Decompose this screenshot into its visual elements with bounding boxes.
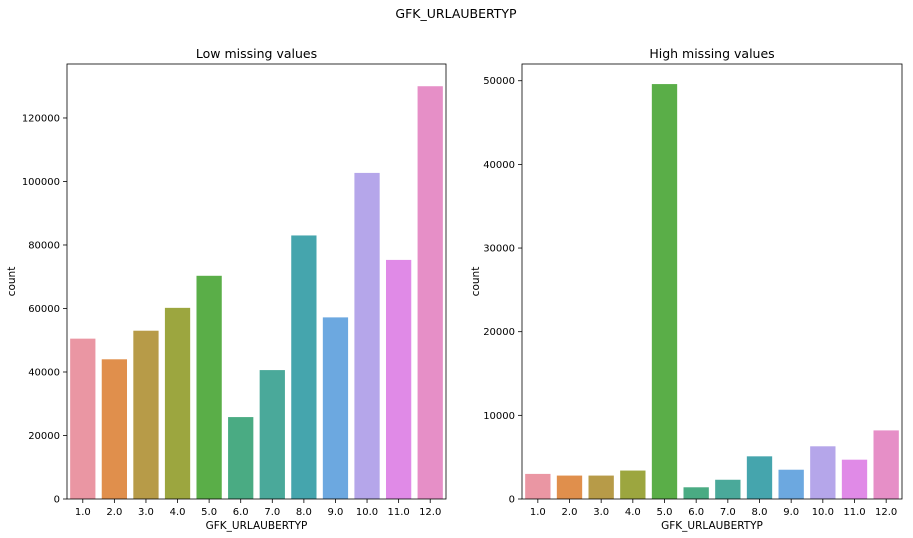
- bar-6.0: [228, 417, 254, 499]
- x-axis-label: GFK_URLAUBERTYP: [206, 520, 308, 532]
- y-axis-label: count: [6, 267, 18, 297]
- bar-1.0: [525, 473, 551, 499]
- x-tick-label: 6.0: [233, 507, 249, 518]
- y-tick-label: 80000: [28, 240, 60, 251]
- y-tick-label: 40000: [483, 160, 515, 171]
- bar-11.0: [841, 459, 868, 499]
- y-tick-label: 60000: [28, 304, 60, 315]
- bar-9.0: [778, 469, 804, 499]
- x-tick-label: 10.0: [812, 507, 834, 518]
- chart-title: High missing values: [649, 46, 774, 61]
- x-tick-label: 1.0: [530, 507, 546, 518]
- plot-frame: [521, 63, 903, 500]
- x-tick-label: 6.0: [688, 507, 704, 518]
- x-tick-label: 5.0: [201, 507, 217, 518]
- bar-2.0: [556, 475, 583, 499]
- x-tick-label: 2.0: [106, 507, 122, 518]
- x-tick-label: 12.0: [875, 507, 897, 518]
- bar-10.0: [354, 172, 380, 499]
- x-tick-label: 4.0: [625, 507, 641, 518]
- x-tick-label: 2.0: [562, 507, 578, 518]
- bar-3.0: [133, 330, 159, 499]
- y-tick-label: 20000: [28, 431, 60, 442]
- bar-10.0: [810, 446, 836, 499]
- bar-12.0: [873, 430, 899, 499]
- x-tick-label: 4.0: [170, 507, 186, 518]
- y-tick-label: 50000: [483, 76, 515, 87]
- plot-frame: [66, 63, 447, 500]
- x-tick-label: 8.0: [296, 507, 312, 518]
- y-tick-label: 120000: [22, 113, 60, 124]
- x-tick-label: 9.0: [783, 507, 799, 518]
- y-tick-label: 30000: [483, 244, 515, 255]
- bar-3.0: [588, 475, 614, 499]
- bar-6.0: [683, 487, 709, 499]
- x-tick-label: 11.0: [387, 507, 409, 518]
- y-axis-label: count: [470, 267, 482, 297]
- bar-7.0: [715, 479, 741, 499]
- x-tick-label: 8.0: [752, 507, 768, 518]
- x-tick-label: 7.0: [264, 507, 280, 518]
- y-tick-label: 20000: [483, 327, 515, 338]
- x-axis-label: GFK_URLAUBERTYP: [661, 520, 763, 532]
- y-tick-label: 10000: [483, 411, 515, 422]
- bar-5.0: [651, 84, 678, 500]
- x-tick-label: 3.0: [138, 507, 154, 518]
- y-tick-label: 40000: [28, 367, 60, 378]
- figure-suptitle: GFK_URLAUBERTYP: [395, 6, 517, 21]
- x-tick-label: 10.0: [356, 507, 378, 518]
- x-tick-label: 9.0: [328, 507, 344, 518]
- x-tick-label: 12.0: [419, 507, 441, 518]
- bar-1.0: [70, 338, 96, 499]
- bar-11.0: [385, 259, 412, 499]
- y-tick-label: 100000: [22, 177, 60, 188]
- x-tick-label: 7.0: [720, 507, 736, 518]
- y-tick-label: 0: [509, 495, 515, 506]
- bar-2.0: [101, 359, 128, 499]
- bar-9.0: [322, 317, 349, 499]
- chart-title: Low missing values: [196, 46, 317, 61]
- bar-8.0: [746, 456, 773, 499]
- bar-8.0: [291, 235, 317, 500]
- bar-12.0: [417, 86, 443, 499]
- bar-7.0: [259, 370, 285, 499]
- x-tick-label: 3.0: [593, 507, 609, 518]
- bar-5.0: [196, 275, 222, 499]
- chart-high-missing: High missing values 0 10000 20000 30000 40000…: [470, 46, 903, 532]
- x-tick-label: 5.0: [657, 507, 673, 518]
- bar-4.0: [164, 307, 191, 499]
- y-tick-label: 0: [54, 495, 60, 506]
- bar-4.0: [620, 470, 646, 499]
- x-tick-label: 11.0: [843, 507, 865, 518]
- x-tick-label: 1.0: [75, 507, 91, 518]
- chart-low-missing: Low missing values 0 20000 40000 60000 80000 1…: [6, 46, 447, 532]
